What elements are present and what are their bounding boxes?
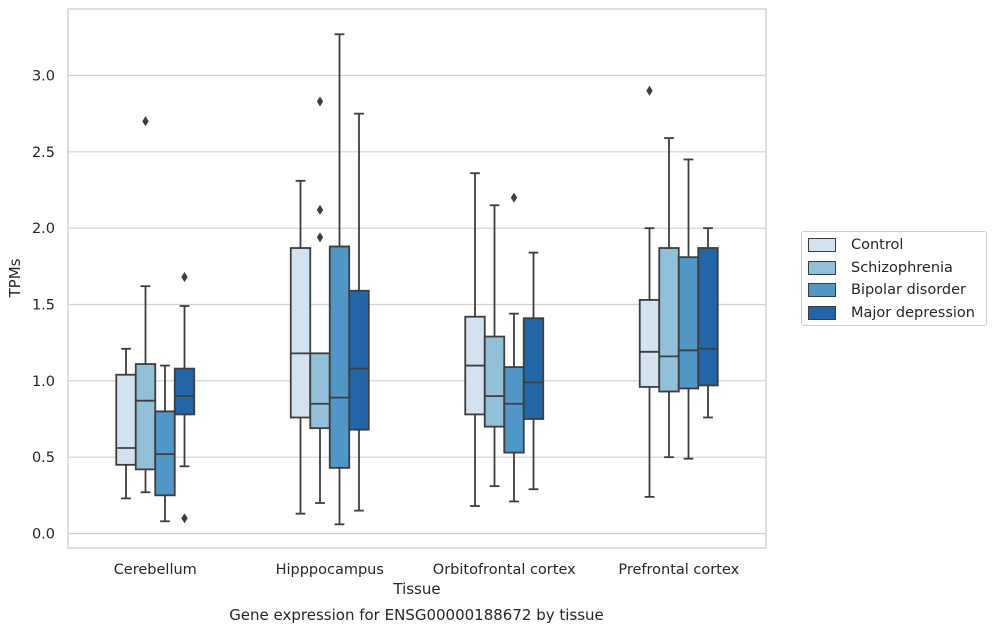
x-tick-label: Orbitofrontal cortex bbox=[433, 562, 576, 578]
legend-swatch-bipolar-disorder bbox=[808, 283, 836, 297]
outlier-point bbox=[316, 232, 324, 243]
box-group bbox=[677, 158, 700, 460]
x-tick-label: Prefrontal cortex bbox=[618, 562, 739, 578]
box-body bbox=[328, 245, 351, 469]
box-group bbox=[697, 227, 719, 419]
box-body bbox=[134, 363, 157, 471]
y-tick-labels: 0.0 0.5 1.0 1.5 2.0 2.5 3.0 bbox=[32, 69, 55, 543]
plot-frame bbox=[67, 8, 767, 549]
box-body bbox=[115, 373, 137, 466]
y-tick-label: 1.0 bbox=[32, 374, 55, 390]
box-group bbox=[173, 272, 196, 524]
legend-item-major-depression: Major depression bbox=[808, 303, 975, 323]
legend-label-control: Control bbox=[851, 237, 904, 253]
legend-swatch-major-depression bbox=[808, 306, 836, 320]
x-tick-label: Hipppocampus bbox=[276, 562, 384, 578]
box-body bbox=[522, 317, 545, 420]
outlier-point bbox=[510, 192, 518, 203]
box-body bbox=[483, 335, 506, 428]
x-tick-labels: Cerebellum Hipppocampus Orbitofrontal cort… bbox=[114, 562, 740, 578]
box-group bbox=[638, 85, 661, 498]
outlier-point bbox=[181, 272, 188, 283]
y-tick-label: 2.0 bbox=[32, 221, 55, 237]
y-axis-title: TPMs bbox=[6, 258, 24, 298]
x-tick-label: Cerebellum bbox=[114, 562, 197, 578]
box-body bbox=[638, 299, 661, 388]
box-group bbox=[328, 33, 351, 526]
box-body bbox=[503, 366, 525, 454]
box-group bbox=[658, 137, 680, 459]
legend: Control Schizophrenia Bipolar disorder M… bbox=[801, 231, 987, 326]
box-group bbox=[309, 96, 331, 504]
legend-label-bipolar-disorder: Bipolar disorder bbox=[851, 282, 966, 298]
box-group bbox=[483, 204, 506, 488]
box-group bbox=[289, 179, 312, 515]
figure-caption: Gene expression for ENSG00000188672 by t… bbox=[229, 606, 604, 624]
outlier-point bbox=[316, 96, 324, 107]
outlier-point bbox=[316, 204, 324, 215]
legend-item-control: Control bbox=[808, 235, 903, 255]
legend-item-schizophrenia: Schizophrenia bbox=[808, 258, 953, 278]
box-body bbox=[309, 352, 331, 430]
legend-swatch-control bbox=[808, 238, 836, 252]
box-group bbox=[115, 347, 137, 500]
legend-swatch-schizophrenia bbox=[808, 261, 836, 275]
y-tick-label: 0.0 bbox=[32, 527, 55, 543]
legend-label-schizophrenia: Schizophrenia bbox=[851, 260, 953, 276]
y-tick-label: 0.5 bbox=[32, 450, 55, 466]
box-group bbox=[464, 172, 486, 507]
box-body bbox=[173, 367, 196, 416]
box-body bbox=[658, 247, 680, 393]
box-group bbox=[503, 192, 525, 503]
outlier-point bbox=[646, 85, 653, 96]
box-group bbox=[348, 112, 370, 512]
box-group bbox=[154, 364, 176, 523]
legend-item-bipolar-disorder: Bipolar disorder bbox=[808, 280, 966, 300]
box-body bbox=[348, 289, 370, 431]
legend-label-major-depression: Major depression bbox=[851, 305, 975, 321]
y-tick-label: 1.5 bbox=[32, 298, 55, 314]
box-groups bbox=[115, 33, 719, 526]
x-axis-title: Tissue bbox=[393, 580, 441, 598]
box-body bbox=[677, 256, 700, 390]
y-tick-label: 2.5 bbox=[32, 145, 55, 161]
box-body bbox=[697, 247, 719, 387]
outlier-point bbox=[142, 116, 149, 127]
box-group bbox=[134, 116, 157, 494]
outlier-point bbox=[181, 513, 188, 524]
box-body bbox=[289, 247, 312, 419]
box-group bbox=[522, 251, 545, 491]
y-tick-label: 3.0 bbox=[32, 69, 55, 85]
